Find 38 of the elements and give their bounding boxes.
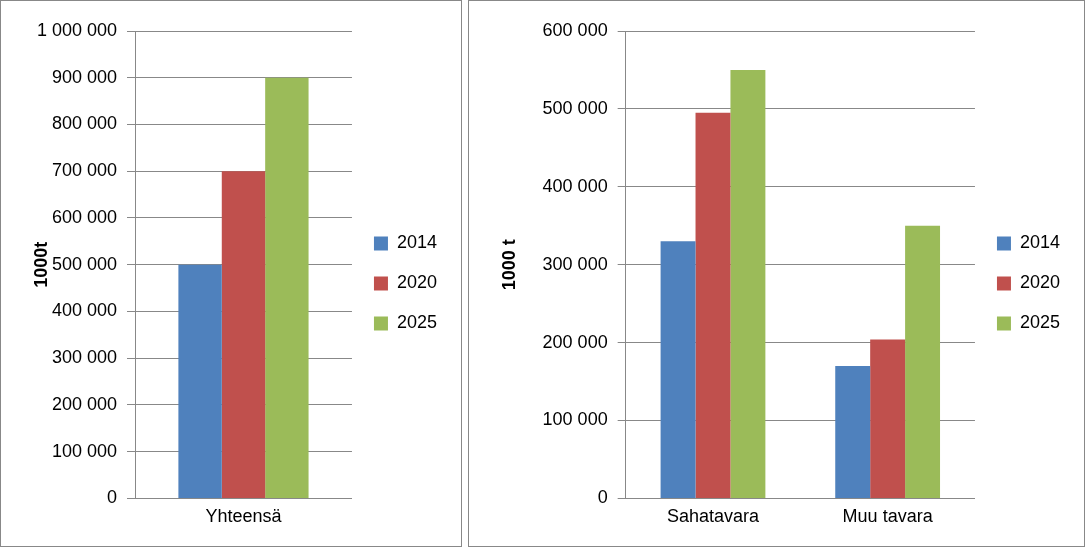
y-tick-label: 200 000	[51, 393, 117, 414]
y-tick-label: 600 000	[51, 206, 117, 227]
bar	[221, 171, 266, 498]
x-tick-label: Sahatavara	[666, 506, 760, 527]
bar	[730, 69, 766, 498]
y-tick-label: 400 000	[542, 175, 608, 196]
bar	[660, 241, 696, 498]
y-tick-label: 700 000	[51, 160, 117, 181]
legend-label: 2025	[1019, 312, 1060, 333]
y-tick-label: 1 000 000	[36, 19, 117, 40]
y-tick-label: 0	[597, 487, 608, 508]
y-tick-label: 600 000	[542, 19, 608, 40]
bar	[178, 264, 222, 498]
y-tick-label: 0	[106, 487, 117, 508]
y-tick-label: 900 000	[51, 66, 117, 87]
y-tick-label: 200 000	[542, 331, 608, 352]
y-tick-label: 500 000	[51, 253, 117, 274]
y-tick-label: 100 000	[51, 440, 117, 461]
bar	[870, 339, 906, 498]
bar	[695, 112, 731, 498]
y-axis-title: 1000 t	[498, 239, 519, 291]
y-tick-label: 300 000	[542, 253, 608, 274]
bar	[265, 77, 309, 498]
y-tick-label: 100 000	[542, 409, 608, 430]
y-tick-label: 500 000	[542, 97, 608, 118]
legend-label: 2020	[1019, 272, 1060, 293]
y-axis-title: 1000t	[30, 241, 51, 288]
bar	[835, 365, 871, 498]
x-tick-label: Yhteensä	[205, 506, 283, 527]
legend-label: 2020	[396, 272, 437, 293]
legend-label: 2025	[396, 312, 437, 333]
bar	[905, 225, 941, 498]
y-tick-label: 400 000	[51, 300, 117, 321]
legend-label: 2014	[1019, 232, 1060, 253]
x-tick-label: Muu tavara	[842, 506, 934, 527]
legend-label: 2014	[396, 232, 437, 253]
y-tick-label: 800 000	[51, 113, 117, 134]
y-tick-label: 300 000	[51, 347, 117, 368]
